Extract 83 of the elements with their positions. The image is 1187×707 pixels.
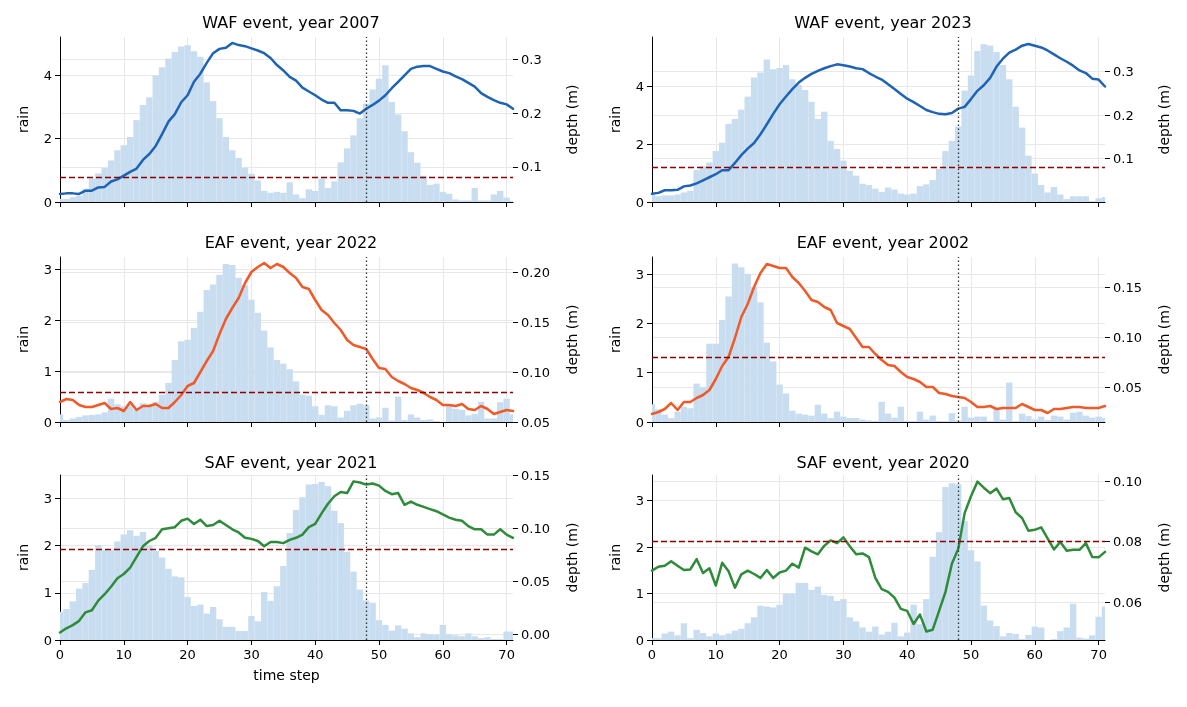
y-tick-label: 2 xyxy=(635,136,644,152)
chart-title: WAF event, year 2023 xyxy=(794,12,972,32)
y-tick-label: 0 xyxy=(43,414,52,430)
x-tick-label: 0 xyxy=(55,647,65,662)
y2-tick-label: 0.1 xyxy=(521,159,542,175)
y-axis-title: rain xyxy=(15,543,31,572)
x-tick-label: 70 xyxy=(1090,647,1107,662)
y-tick-label: 2 xyxy=(43,538,52,554)
y-tick-label: 3 xyxy=(635,493,644,509)
y2-tick-label: 0.2 xyxy=(521,105,542,121)
y2-tick-label: 0.2 xyxy=(1113,107,1134,123)
y2-axis-title: depth (m) xyxy=(564,522,580,593)
y-tick-label: 1 xyxy=(43,363,52,379)
y2-tick-label: 0.06 xyxy=(1113,594,1142,610)
y2-axis-title: depth (m) xyxy=(564,84,580,155)
x-tick-label: 40 xyxy=(898,647,916,662)
x-tick-label: 30 xyxy=(243,647,260,662)
y2-tick-label: 0.10 xyxy=(1113,473,1142,489)
y2-tick-label: 0.20 xyxy=(521,264,550,280)
y-tick-label: 0 xyxy=(635,632,644,648)
y-tick-label: 3 xyxy=(635,266,644,282)
x-tick-label: 50 xyxy=(962,647,980,662)
y-tick-label: 0 xyxy=(43,632,52,648)
y-tick-label: 0 xyxy=(43,194,52,210)
x-tick-label: 50 xyxy=(370,647,388,662)
y2-tick-label: 0.10 xyxy=(1113,329,1142,345)
y2-tick-label: 0.05 xyxy=(1113,379,1142,395)
x-tick-label: 70 xyxy=(498,647,515,662)
x-tick-label: 60 xyxy=(1026,647,1044,662)
line-series xyxy=(58,261,515,416)
y-tick-label: 3 xyxy=(43,491,52,507)
y-tick-label: 4 xyxy=(635,78,644,94)
x-tick-label: 60 xyxy=(434,647,452,662)
x-tick-label: 40 xyxy=(306,647,324,662)
x-tick-label: 10 xyxy=(707,647,725,662)
y2-tick-label: 0.15 xyxy=(521,467,550,483)
line-series xyxy=(650,480,1107,633)
y2-axis-title: depth (m) xyxy=(564,304,580,375)
y-tick-label: 2 xyxy=(43,312,52,328)
y-tick-label: 2 xyxy=(635,539,644,555)
y-tick-label: 1 xyxy=(635,586,644,602)
y2-axis-title: depth (m) xyxy=(1156,304,1172,375)
x-tick-label: 30 xyxy=(835,647,852,662)
y-tick-label: 0 xyxy=(635,414,644,430)
chart-title: EAF event, year 2002 xyxy=(796,232,970,252)
x-tick-label: 10 xyxy=(115,647,133,662)
y2-axis-title: depth (m) xyxy=(1156,522,1172,593)
y-axis-title: rain xyxy=(607,325,623,354)
y2-tick-label: 0.05 xyxy=(521,414,550,430)
y2-tick-label: 0.3 xyxy=(1113,64,1134,80)
y-axis-title: rain xyxy=(15,105,31,134)
y-axis-title: rain xyxy=(15,325,31,354)
y2-tick-label: 0.3 xyxy=(521,51,542,67)
y2-tick-label: 0.00 xyxy=(521,627,550,643)
y2-tick-label: 0.1 xyxy=(1113,151,1134,167)
chart-title: WAF event, year 2007 xyxy=(202,12,380,32)
x-axis-title: time step xyxy=(253,667,320,683)
chart-title: SAF event, year 2020 xyxy=(796,452,970,472)
y-axis-title: rain xyxy=(607,543,623,572)
y-tick-label: 0 xyxy=(635,194,644,210)
y2-axis-title: depth (m) xyxy=(1156,84,1172,155)
y2-tick-label: 0.10 xyxy=(521,364,550,380)
y-tick-label: 2 xyxy=(635,315,644,331)
y-tick-label: 4 xyxy=(43,67,52,83)
x-tick-label: 20 xyxy=(771,647,788,662)
chart-title: EAF event, year 2022 xyxy=(204,232,378,252)
y-tick-label: 3 xyxy=(43,262,52,278)
chart-title: SAF event, year 2021 xyxy=(204,452,378,472)
y2-tick-label: 0.10 xyxy=(521,520,550,536)
y-tick-label: 2 xyxy=(43,131,52,147)
x-tick-label: 20 xyxy=(179,647,196,662)
line-series xyxy=(58,480,515,634)
y-tick-label: 1 xyxy=(635,365,644,381)
y2-tick-label: 0.05 xyxy=(521,573,550,589)
line-series xyxy=(58,41,515,196)
y-tick-label: 1 xyxy=(43,585,52,601)
x-tick-label: 0 xyxy=(647,647,657,662)
y-axis-title: rain xyxy=(607,105,623,134)
line-series xyxy=(650,42,1107,195)
y2-tick-label: 0.08 xyxy=(1113,534,1142,550)
y2-tick-label: 0.15 xyxy=(521,314,550,330)
line-series xyxy=(650,262,1107,416)
y2-tick-label: 0.15 xyxy=(1113,279,1142,295)
